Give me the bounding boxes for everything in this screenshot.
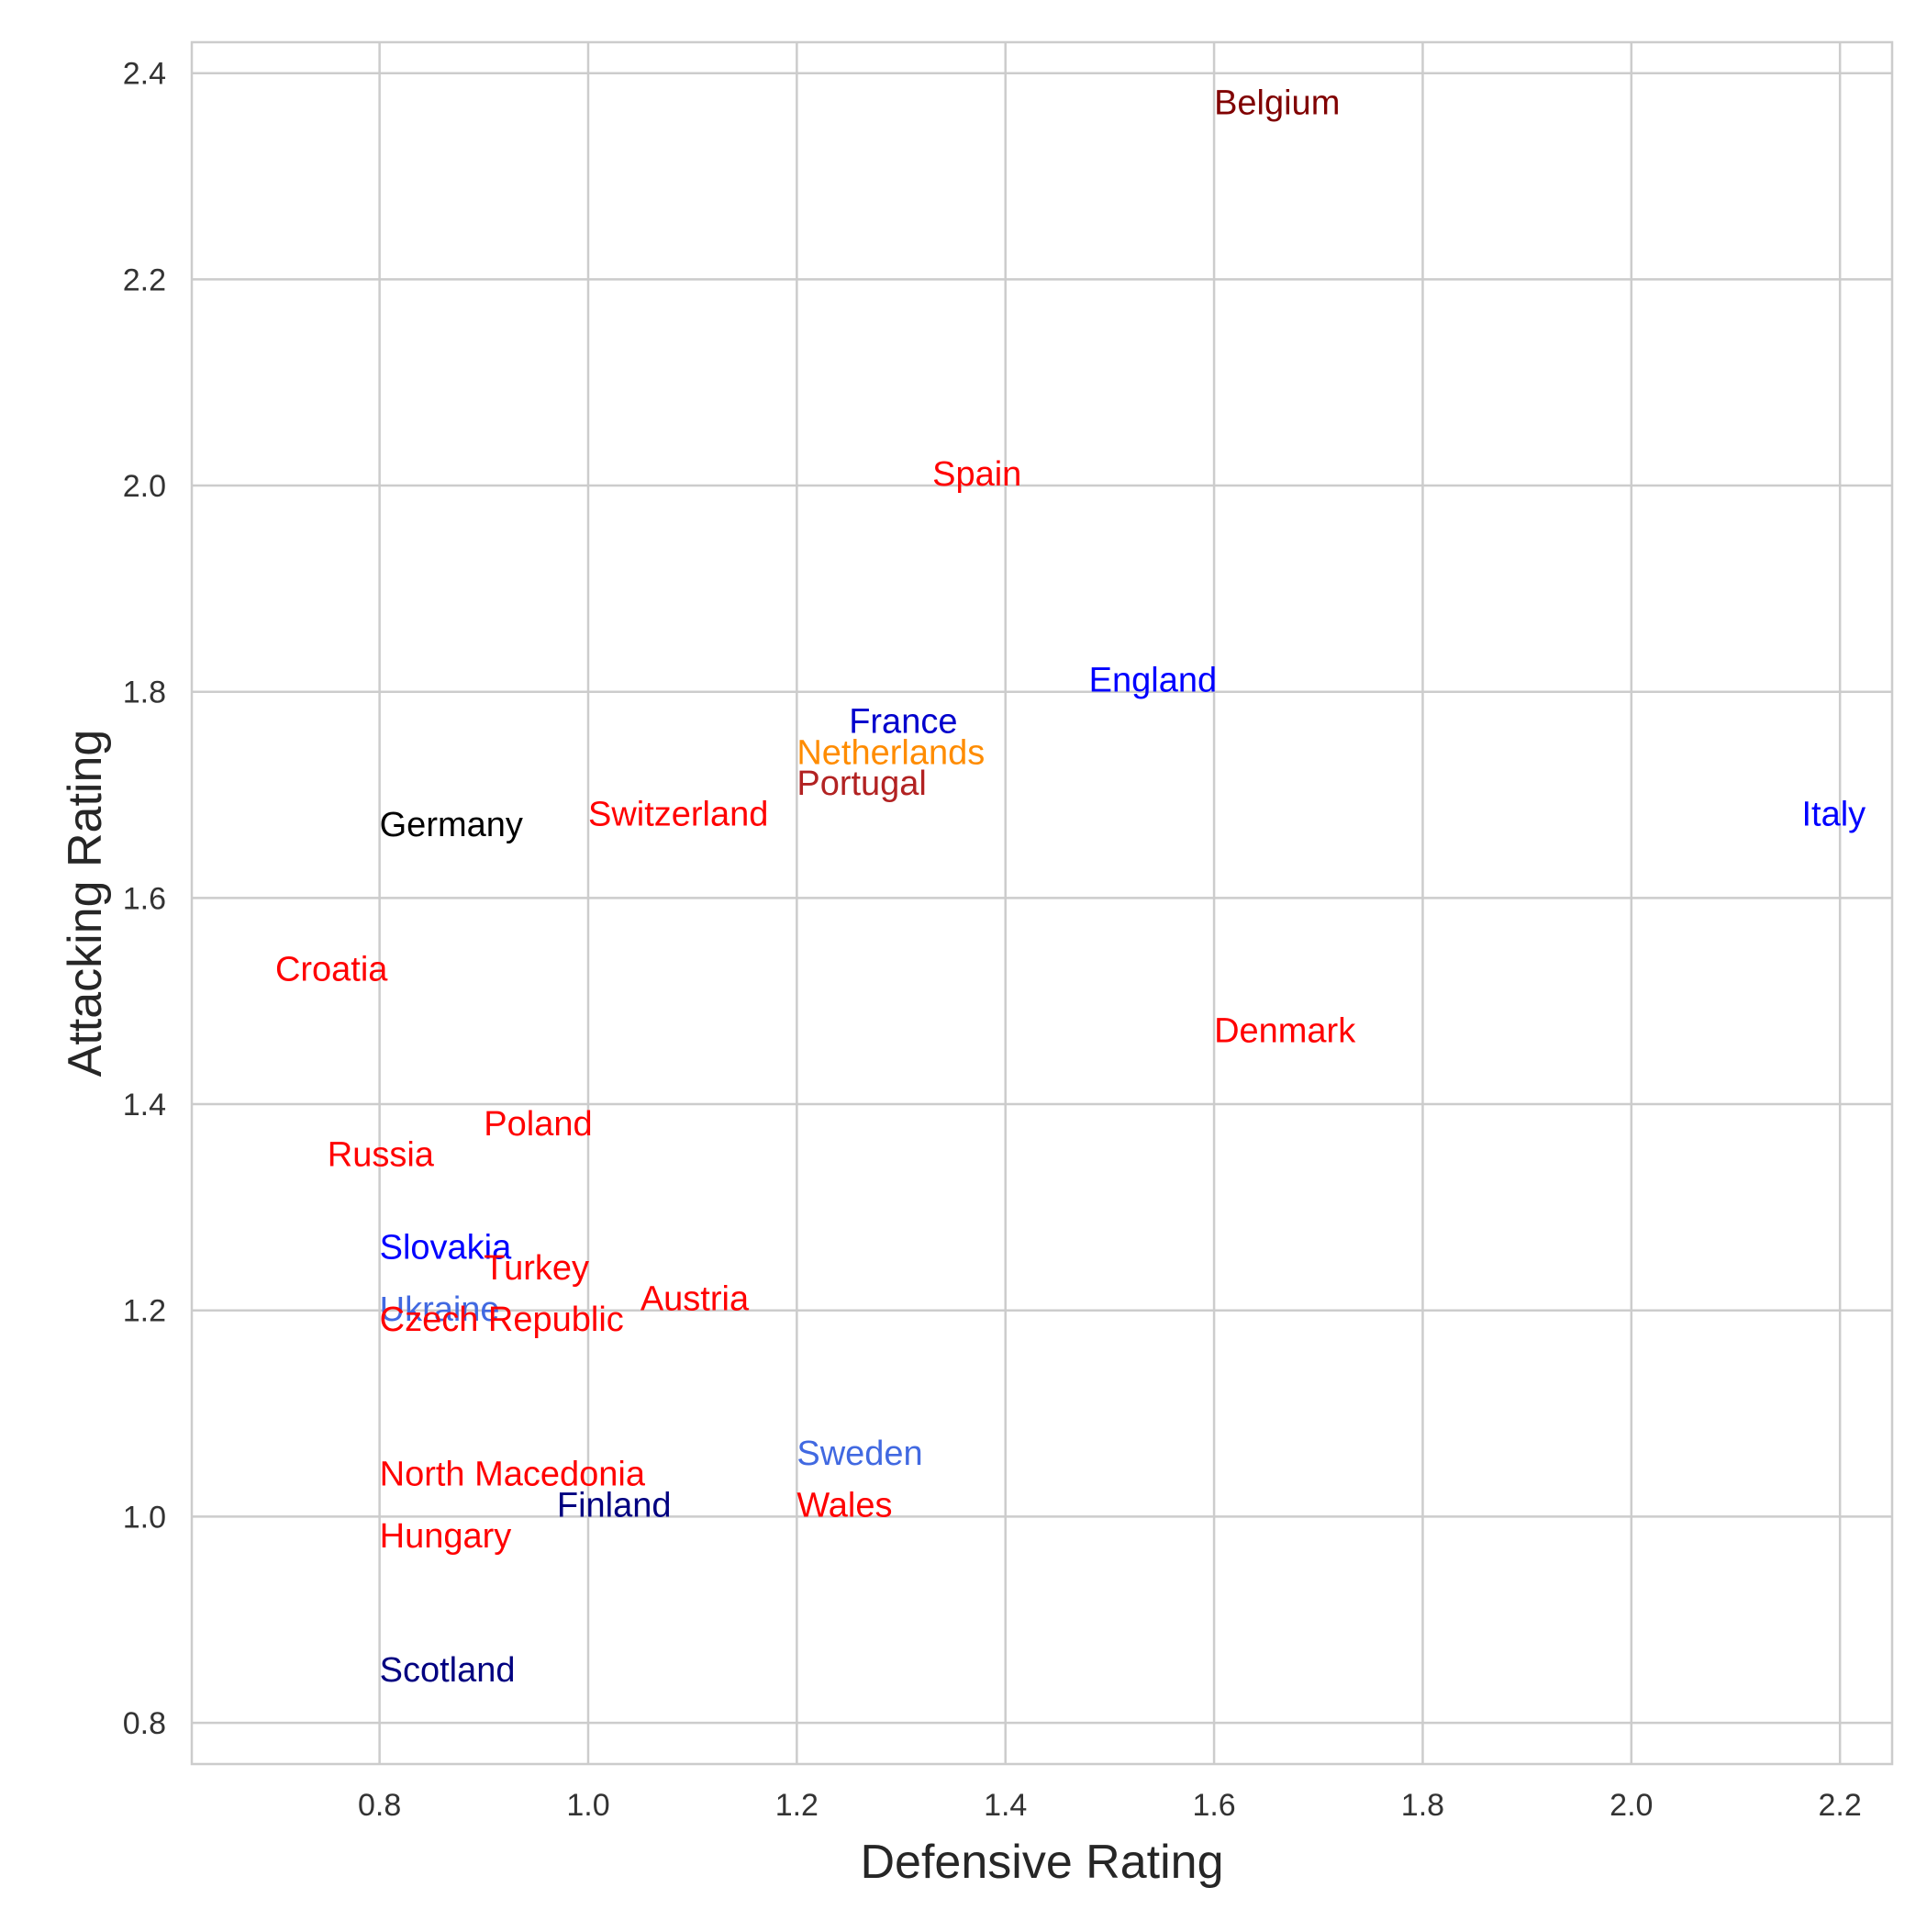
point-label-belgium: Belgium [1214,84,1340,123]
x-axis-title: Defensive Rating [861,1836,1224,1889]
point-label-croatia: Croatia [275,950,388,988]
point-label-denmark: Denmark [1214,1012,1356,1051]
point-label-germany: Germany [380,806,523,844]
point-label-north-macedonia: North Macedonia [380,1456,646,1494]
x-tick-label: 1.4 [984,1788,1027,1823]
grid [192,42,1892,1764]
x-tick-label: 1.0 [566,1788,609,1823]
y-tick-label: 1.0 [123,1500,166,1535]
point-label-austria: Austria [640,1280,750,1319]
x-tick-label: 1.6 [1192,1788,1235,1823]
point-label-poland: Poland [484,1105,592,1144]
point-label-portugal: Portugal [796,765,927,803]
x-tick-label: 2.0 [1610,1788,1653,1823]
point-label-netherlands: Netherlands [796,733,985,772]
point-label-hungary: Hungary [380,1517,512,1556]
x-tick-label: 0.8 [358,1788,401,1823]
point-label-scotland: Scotland [380,1651,516,1690]
point-label-russia: Russia [328,1135,435,1174]
x-tick-label: 1.2 [775,1788,819,1823]
x-axis-ticks: 0.8 1.0 1.2 1.4 1.6 1.8 2.0 2.2 [358,1788,1862,1823]
plot-frame [190,40,1894,1766]
x-tick-label: 1.8 [1401,1788,1444,1823]
point-label-sweden: Sweden [796,1435,922,1473]
y-tick-label: 1.8 [123,676,166,710]
y-tick-label: 1.4 [123,1088,166,1122]
point-label-czech-republic: Czech Republic [380,1301,624,1339]
y-tick-label: 2.2 [123,262,166,297]
point-label-spain: Spain [932,455,1021,494]
point-label-turkey: Turkey [484,1249,589,1288]
y-tick-label: 1.2 [123,1294,166,1329]
y-tick-label: 2.0 [123,469,166,504]
y-tick-label: 1.6 [123,881,166,916]
y-tick-label: 0.8 [123,1706,166,1741]
point-label-france: France [849,703,957,742]
point-label-ukraine: Ukraine [380,1290,500,1329]
point-labels: Belgium Spain England FranceNetherlandsPort… [275,84,1866,1690]
point-label-italy: Italy [1801,796,1866,834]
x-tick-label: 2.2 [1819,1788,1862,1823]
point-label-wales: Wales [796,1486,892,1524]
point-label-finland: Finland [557,1486,672,1524]
y-axis-title: Attacking Rating [59,730,112,1078]
point-label-england: England [1089,662,1217,700]
point-label-switzerland: Switzerland [588,796,768,834]
point-label-slovakia: Slovakia [380,1229,512,1268]
y-axis-ticks: 0.8 1.0 1.2 1.4 1.6 1.8 2.0 2.2 2.4 [123,57,166,1741]
y-tick-label: 2.4 [123,57,166,92]
